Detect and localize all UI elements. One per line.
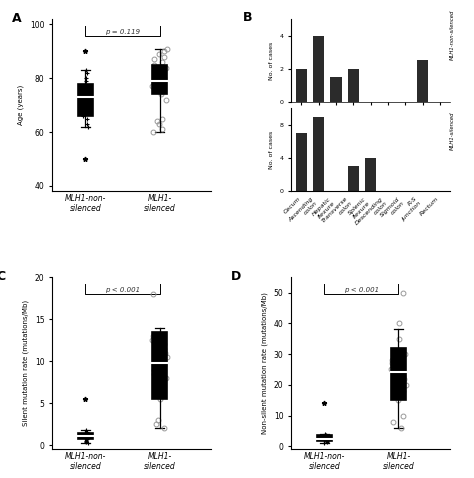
Text: D: D <box>230 271 241 283</box>
Bar <box>348 166 359 191</box>
Bar <box>78 84 93 116</box>
Bar <box>348 69 359 102</box>
Text: MLH1-silenced: MLH1-silenced <box>449 111 455 150</box>
Bar <box>317 435 332 441</box>
Bar <box>365 158 376 191</box>
Y-axis label: No. of cases: No. of cases <box>269 130 274 169</box>
Y-axis label: No. of cases: No. of cases <box>269 42 274 80</box>
Text: C: C <box>0 271 6 283</box>
Y-axis label: Silent mutation rate (mutations/Mb): Silent mutation rate (mutations/Mb) <box>23 300 29 426</box>
Text: A: A <box>12 12 22 25</box>
Y-axis label: Age (years): Age (years) <box>18 85 25 125</box>
Bar <box>313 36 324 102</box>
Bar <box>296 69 307 102</box>
Bar <box>152 65 167 95</box>
Text: p = 0.119: p = 0.119 <box>105 29 140 34</box>
Text: p < 0.001: p < 0.001 <box>344 287 379 293</box>
Bar <box>152 332 167 399</box>
Bar <box>391 348 406 400</box>
Text: p < 0.001: p < 0.001 <box>105 287 140 293</box>
Y-axis label: Non-silent mutation rate (mutations/Mb): Non-silent mutation rate (mutations/Mb) <box>262 293 268 434</box>
Bar <box>78 433 93 439</box>
Bar <box>417 61 428 102</box>
Text: MLH1-non-silenced: MLH1-non-silenced <box>449 10 455 61</box>
Text: B: B <box>243 11 253 24</box>
Bar <box>296 133 307 191</box>
Bar <box>313 117 324 191</box>
Bar <box>330 77 342 102</box>
